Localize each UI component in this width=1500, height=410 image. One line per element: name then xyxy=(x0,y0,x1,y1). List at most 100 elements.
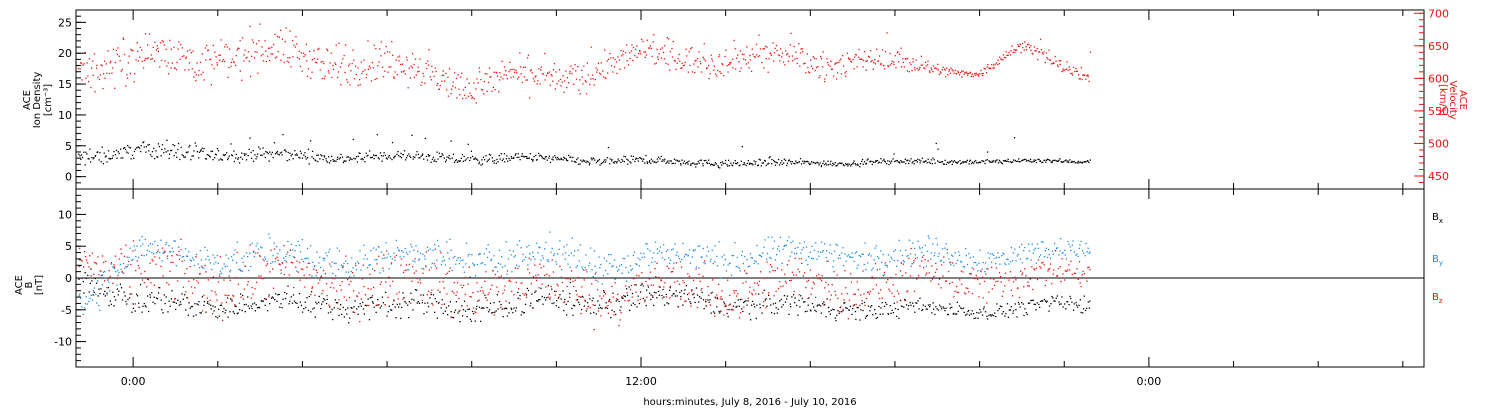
data-point xyxy=(838,312,840,315)
data-point xyxy=(338,268,340,271)
data-point xyxy=(286,253,288,255)
data-point xyxy=(742,282,744,284)
data-point xyxy=(1088,80,1090,83)
data-point xyxy=(1017,287,1019,289)
data-point xyxy=(246,284,249,286)
data-point xyxy=(385,242,387,244)
data-point xyxy=(386,315,388,317)
data-point xyxy=(403,70,405,72)
data-point xyxy=(131,259,133,261)
data-point xyxy=(991,253,994,255)
data-point xyxy=(113,296,116,298)
data-point xyxy=(281,38,284,40)
data-point xyxy=(157,286,160,289)
data-point xyxy=(159,287,161,289)
data-point xyxy=(679,163,682,165)
data-point xyxy=(342,265,344,267)
data-point xyxy=(542,257,544,259)
data-point xyxy=(368,319,371,321)
data-point xyxy=(828,311,830,313)
data-point xyxy=(264,258,267,260)
data-point xyxy=(891,60,893,62)
data-point xyxy=(413,76,415,78)
data-point xyxy=(486,73,488,75)
data-point xyxy=(962,70,964,72)
data-point xyxy=(162,252,164,254)
data-point xyxy=(348,63,351,65)
data-point xyxy=(869,290,872,293)
data-point xyxy=(953,72,955,74)
data-point xyxy=(800,252,802,254)
data-point xyxy=(172,251,174,253)
data-point xyxy=(637,257,639,259)
data-point xyxy=(169,251,171,253)
data-point xyxy=(169,305,171,307)
data-point xyxy=(654,261,656,263)
data-point xyxy=(500,303,502,306)
data-point xyxy=(487,244,489,246)
data-point xyxy=(1081,78,1083,81)
data-point xyxy=(276,256,278,258)
data-point xyxy=(177,299,179,301)
data-point xyxy=(163,44,165,46)
data-point xyxy=(217,262,219,264)
data-point xyxy=(583,269,585,271)
data-point xyxy=(426,311,428,313)
data-point xyxy=(412,158,414,160)
data-point xyxy=(784,159,787,161)
data-point xyxy=(1083,252,1085,254)
density-axis-title-line3: [cm⁻³] xyxy=(43,84,54,116)
data-point xyxy=(969,256,971,259)
data-point xyxy=(957,161,959,163)
data-point xyxy=(383,152,385,154)
data-point xyxy=(879,313,881,315)
data-point xyxy=(325,302,328,305)
data-point xyxy=(592,78,594,80)
data-point xyxy=(184,156,186,158)
data-point xyxy=(360,305,362,307)
data-point xyxy=(309,262,311,264)
data-point xyxy=(801,48,803,50)
data-point xyxy=(89,282,91,285)
data-point xyxy=(774,259,777,261)
data-point xyxy=(861,158,864,161)
data-point xyxy=(532,160,534,162)
data-point xyxy=(993,278,995,281)
data-point xyxy=(172,144,174,146)
data-point xyxy=(856,251,858,253)
data-point xyxy=(290,155,292,157)
data-point xyxy=(896,315,898,317)
data-point xyxy=(624,299,626,302)
data-point xyxy=(142,305,144,307)
data-point xyxy=(376,259,378,261)
data-point xyxy=(600,307,602,309)
data-point xyxy=(179,254,181,257)
data-point xyxy=(323,269,325,272)
data-point xyxy=(563,91,565,93)
data-point xyxy=(725,159,727,162)
data-point xyxy=(847,57,850,59)
data-point xyxy=(117,274,119,277)
data-point xyxy=(538,68,540,70)
data-point xyxy=(365,152,367,154)
data-point xyxy=(479,253,481,255)
data-point xyxy=(793,252,795,255)
data-point xyxy=(813,161,815,163)
data-point xyxy=(853,160,855,162)
data-point xyxy=(1058,60,1060,62)
data-point xyxy=(467,255,469,257)
data-point xyxy=(348,322,350,324)
data-point xyxy=(324,299,326,301)
data-point xyxy=(966,313,968,315)
data-point xyxy=(236,251,238,254)
data-point xyxy=(1007,258,1009,261)
data-point xyxy=(272,156,274,159)
data-point xyxy=(219,256,221,258)
data-point xyxy=(180,249,182,251)
data-point xyxy=(467,308,469,311)
data-point xyxy=(831,253,833,255)
data-point xyxy=(749,291,751,293)
data-point xyxy=(824,287,826,289)
data-point xyxy=(860,58,862,60)
data-point xyxy=(1002,252,1004,254)
